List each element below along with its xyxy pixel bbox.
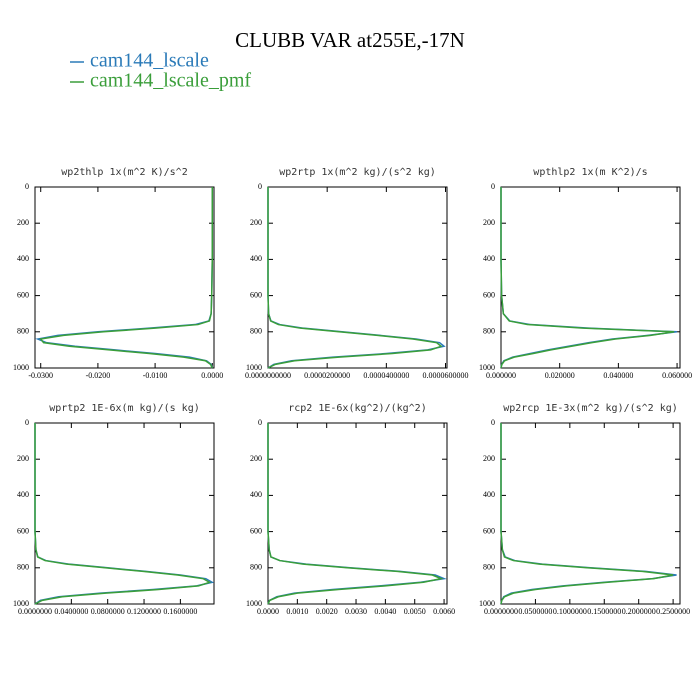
y-tick-label: 600 — [483, 290, 495, 299]
x-tick-label: 0.0000000 — [18, 607, 52, 616]
y-tick-label: 1000 — [13, 363, 29, 372]
panel: rcp2 1E-6x(kg^2)/(kg^2) 0 200 400 600 800 1000… — [246, 403, 455, 616]
panel: wpthlp2 1x(m K^2)/s 0 200 400 600 800 10000.00… — [479, 167, 692, 380]
line — [267, 187, 443, 369]
y-tick-label: 600 — [17, 526, 29, 535]
x-tick-label: 0.0400000 — [54, 607, 88, 616]
y-tick-label: 1000 — [479, 599, 495, 608]
y-tick-label: 400 — [250, 490, 262, 499]
panel-title: wprtp2 1E-6x(m kg)/(s kg) — [49, 403, 200, 414]
y-tick-label: 400 — [17, 490, 29, 499]
x-tick-label: 0.020000 — [545, 371, 575, 380]
x-tick-label: 0.0020 — [316, 607, 338, 616]
y-tick-label: 0 — [491, 182, 495, 191]
x-tick-label: 0.0040 — [374, 607, 396, 616]
plot-frame — [500, 186, 681, 369]
y-tick-label: 600 — [483, 526, 495, 535]
x-tick-label: 0.2000000 — [622, 607, 656, 616]
y-tick-label: 800 — [17, 563, 29, 572]
y-tick-label: 200 — [483, 218, 495, 227]
line — [39, 187, 214, 369]
y-tick-label: 400 — [250, 254, 262, 263]
line — [267, 187, 446, 369]
y-tick-label: 800 — [17, 327, 29, 336]
y-tick-label: 200 — [483, 454, 495, 463]
line — [500, 187, 675, 369]
y-tick-label: 0 — [258, 182, 262, 191]
line — [267, 423, 447, 605]
y-tick-label: 800 — [250, 563, 262, 572]
x-tick-label: 0.0000 — [201, 371, 223, 380]
line — [500, 423, 674, 605]
x-tick-label: 0.0060 — [433, 607, 455, 616]
x-tick-label: -0.0300 — [28, 371, 53, 380]
y-tick-label: 0 — [258, 418, 262, 427]
line — [34, 423, 212, 605]
x-tick-label: 0.1600000 — [163, 607, 197, 616]
x-tick-label: 0.0000200000 — [304, 371, 350, 380]
y-tick-label: 0 — [25, 182, 29, 191]
y-tick-label: 1000 — [479, 363, 495, 372]
line — [500, 423, 677, 605]
panel-title: wp2thlp 1x(m^2 K)/s^2 — [61, 167, 187, 178]
panel: wp2rtp 1x(m^2 kg)/(s^2 kg) 0 200 400 600 800 1… — [245, 167, 469, 380]
x-tick-label: 0.0000000 — [484, 607, 518, 616]
legend-label: cam144_lscale — [90, 50, 209, 72]
y-tick-label: 400 — [17, 254, 29, 263]
y-tick-label: 0 — [491, 418, 495, 427]
x-tick-label: 0.000000 — [486, 371, 516, 380]
y-tick-label: 200 — [17, 218, 29, 227]
y-tick-label: 1000 — [246, 599, 262, 608]
panel: wp2rcp 1E-3x(m^2 kg)/(s^2 kg) 0 200 400 600 8… — [479, 403, 690, 616]
line — [35, 187, 214, 369]
x-tick-label: 0.0010 — [286, 607, 308, 616]
y-tick-label: 400 — [483, 254, 495, 263]
x-tick-label: 0.0000400000 — [363, 371, 409, 380]
panel: wprtp2 1E-6x(m kg)/(s kg) 0 200 400 600 800 10… — [13, 403, 215, 616]
y-tick-label: 400 — [483, 490, 495, 499]
x-tick-label: 0.060000 — [662, 371, 692, 380]
plot-frame — [500, 422, 681, 605]
x-tick-label: 0.0030 — [345, 607, 367, 616]
x-tick-label: 0.0000 — [257, 607, 279, 616]
x-tick-label: 0.1200000 — [127, 607, 161, 616]
x-tick-label: -0.0100 — [143, 371, 168, 380]
plot-frame — [267, 422, 448, 605]
plot-frame — [34, 186, 215, 369]
y-tick-label: 0 — [25, 418, 29, 427]
y-tick-label: 600 — [250, 290, 262, 299]
page-title: CLUBB VAR at255E,-17N — [235, 28, 465, 52]
y-tick-label: 200 — [250, 454, 262, 463]
line — [500, 187, 678, 369]
x-tick-label: 0.0800000 — [91, 607, 125, 616]
x-tick-label: 0.1500000 — [587, 607, 621, 616]
x-tick-label: 0.0050 — [404, 607, 426, 616]
x-tick-label: 0.0500000 — [518, 607, 552, 616]
y-tick-label: 200 — [250, 218, 262, 227]
x-tick-label: 0.2500000 — [656, 607, 690, 616]
x-tick-label: 0.1000000 — [553, 607, 587, 616]
panel: wp2thlp 1x(m^2 K)/s^202004006008001000-0… — [13, 167, 223, 380]
y-tick-label: 600 — [17, 290, 29, 299]
panel-title: wpthlp2 1x(m K^2)/s — [533, 167, 647, 178]
line — [267, 423, 444, 605]
x-tick-label: -0.0200 — [86, 371, 111, 380]
x-tick-label: 0.0000000000 — [245, 371, 291, 380]
x-tick-label: 0.040000 — [603, 371, 633, 380]
x-tick-label: 0.0000600000 — [423, 371, 469, 380]
y-tick-label: 200 — [17, 454, 29, 463]
y-tick-label: 800 — [250, 327, 262, 336]
panel-title: rcp2 1E-6x(kg^2)/(kg^2) — [288, 403, 426, 414]
y-tick-label: 600 — [250, 526, 262, 535]
panel-title: wp2rtp 1x(m^2 kg)/(s^2 kg) — [279, 167, 436, 178]
y-tick-label: 1000 — [246, 363, 262, 372]
y-tick-label: 1000 — [13, 599, 29, 608]
y-tick-label: 800 — [483, 327, 495, 336]
panel-title: wp2rcp 1E-3x(m^2 kg)/(s^2 kg) — [503, 403, 678, 414]
y-tick-label: 800 — [483, 563, 495, 572]
legend-label: cam144_lscale_pmf — [90, 70, 251, 92]
